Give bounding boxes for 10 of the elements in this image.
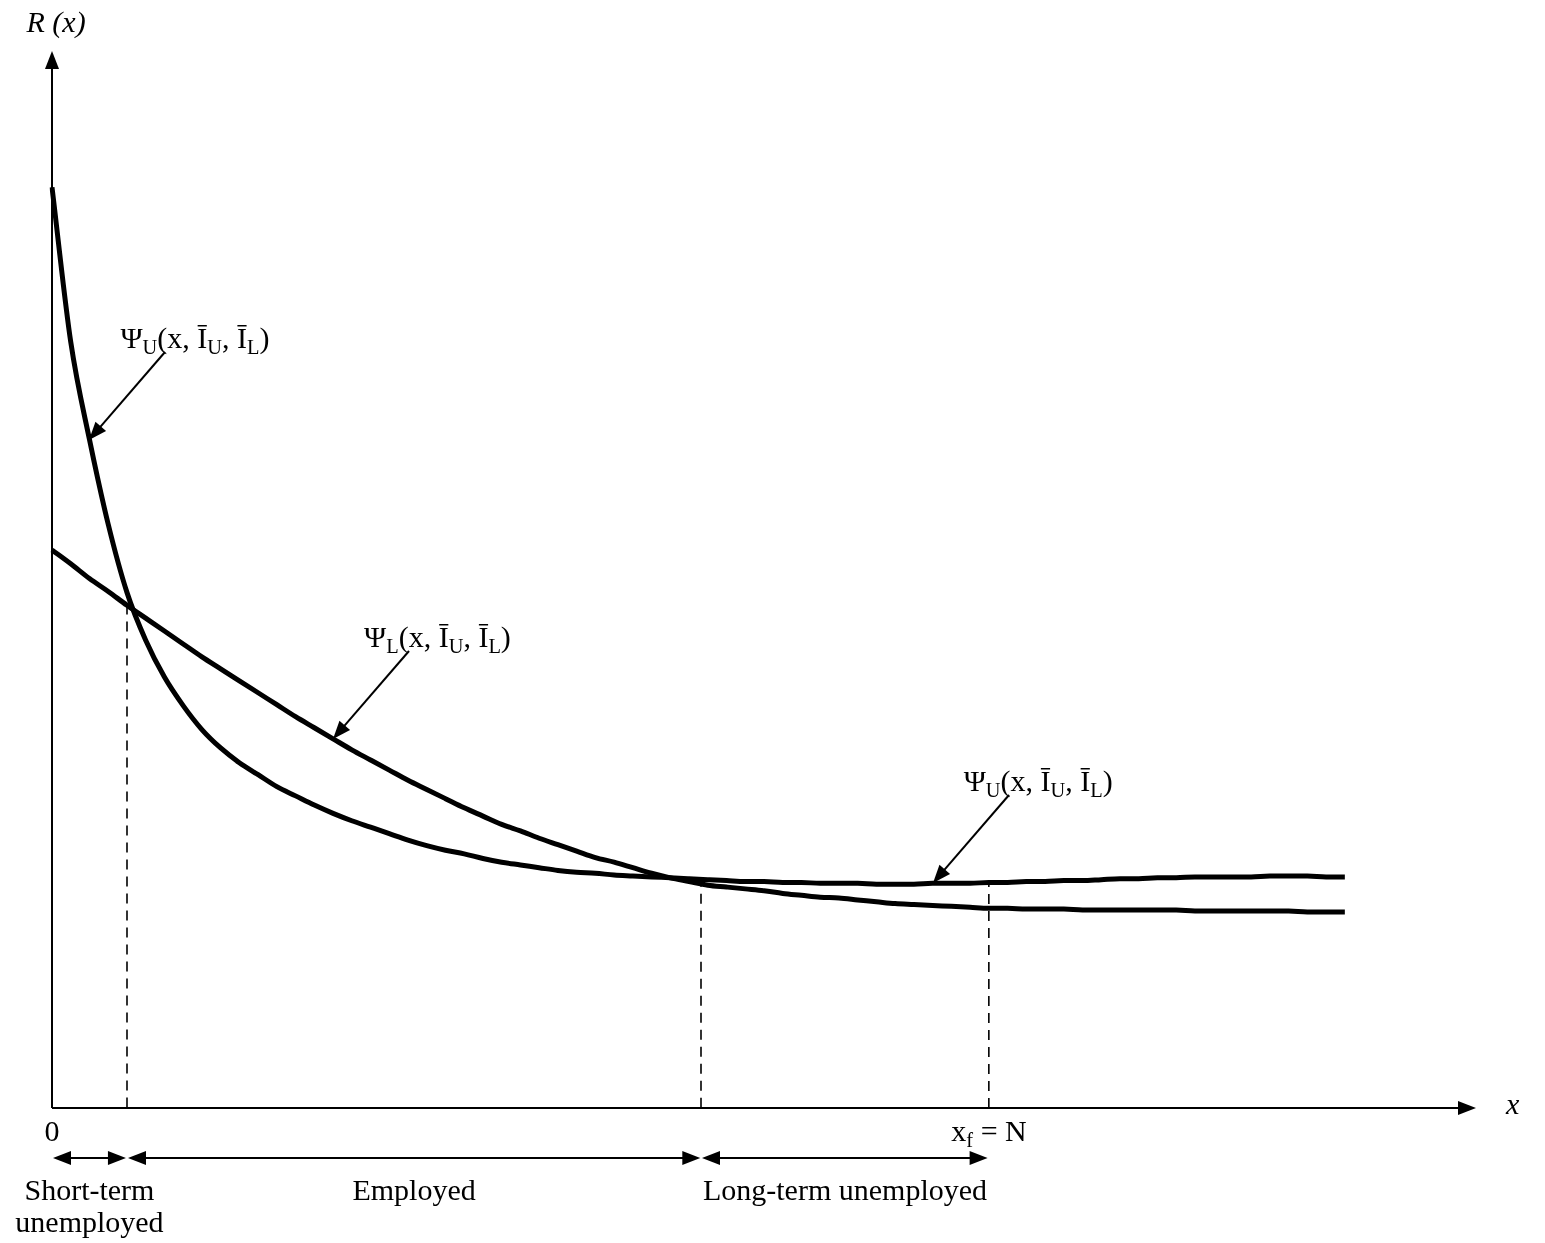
text: Short-term unemployed [14, 1173, 165, 1239]
x-axis-title: x [1506, 1087, 1520, 1120]
text: Ψ$_{U}$(x, Ī$_{U}$, Ī$_{L}$) [963, 764, 1113, 802]
series-label: Ψ$_{U}$(x, Ī$_{U}$, Ī$_{L}$) [120, 320, 270, 358]
x-tick-label: 0 [44, 1114, 60, 1147]
x-tick-label: x$_{f}$ = N [951, 1114, 1027, 1152]
text: Employed [352, 1173, 476, 1206]
text: Ψ$_{L}$(x, Ī$_{U}$, Ī$_{L}$) [364, 619, 511, 657]
text: Long-term unemployed [701, 1173, 989, 1207]
y-axis-title: R (x) [26, 5, 86, 38]
